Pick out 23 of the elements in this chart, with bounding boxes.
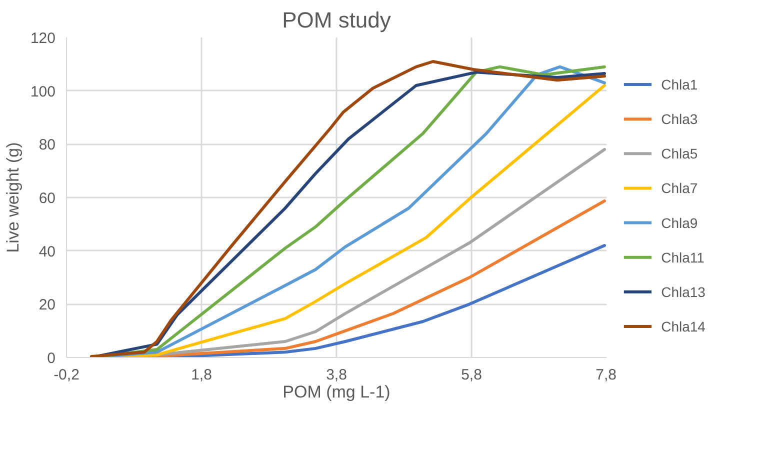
chart-title: POM study [282,8,391,32]
y-tick-label: 100 [30,83,56,100]
legend-label: Chla5 [661,146,698,162]
legend-label: Chla9 [661,214,698,231]
x-tick-label: 5,8 [461,366,482,384]
x-tick-label: -0,2 [54,366,80,384]
x-tick-label: 3,8 [326,366,347,384]
y-tick-label: 40 [38,243,56,260]
legend-label: Chla13 [661,284,706,300]
y-tick-label: 20 [38,296,56,314]
y-tick-label: 120 [30,30,56,47]
x-tick-label: 1,8 [191,366,212,384]
y-tick-label: 80 [38,136,56,154]
legend-label: Chla11 [661,249,705,266]
x-axis-title: POM (mg L-1) [282,382,390,402]
y-tick-label: 60 [38,190,56,207]
y-tick-label: 0 [47,350,56,367]
legend-label: Chla3 [661,111,698,128]
y-axis-title: Live weight (g) [3,142,22,253]
legend-label: Chla1 [661,76,698,93]
legend-label: Chla7 [661,180,698,196]
x-tick-label: 7,8 [596,366,617,384]
legend-label: Chla14 [661,318,706,334]
